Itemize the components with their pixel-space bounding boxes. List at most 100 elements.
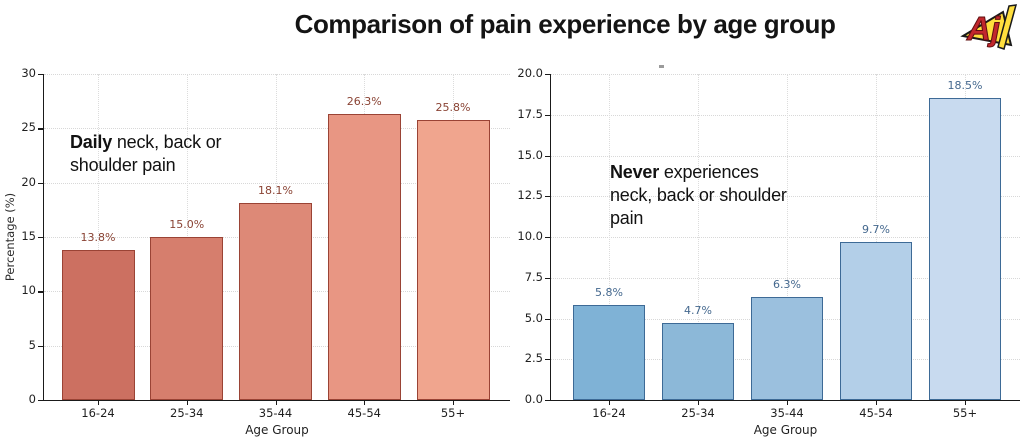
x-gridline [698,74,699,400]
y-tick-mark [545,359,551,361]
bar-value-label: 26.3% [346,95,382,109]
x-tick-label: 45-54 [347,406,381,420]
bar [327,114,401,400]
y-axis-spine [550,74,552,401]
bar-value-label: 13.8% [80,231,116,245]
y-gridline [44,128,510,130]
x-tick-mark [698,400,700,405]
bar-value-label: 15.0% [169,218,205,231]
y-tick-mark [38,237,44,239]
annotation-bold: Daily [70,132,113,152]
bar [61,250,135,400]
x-tick-mark [876,400,878,405]
aj-logo: Aj [960,4,1018,50]
y-axis-spine [43,74,45,401]
x-tick-mark [787,400,789,405]
y-tick-label: 5.0 [524,310,543,325]
x-axis-spine [550,400,1020,402]
annotation-text: neck, back or shoulder pain [70,132,222,176]
y-gridline [551,277,1020,279]
x-tick-mark [965,400,967,405]
y-tick-mark [38,345,44,347]
x-gridline [787,74,788,400]
x-tick-mark [275,400,277,405]
bar [662,323,734,400]
y-tick-label: 17.5 [517,106,543,121]
y-tick-label: 20.0 [517,66,543,80]
x-tick-label: 45-54 [859,406,893,420]
x-gridline [876,74,877,400]
stray-mark [659,65,664,68]
x-tick-mark [453,400,455,405]
bar [416,119,490,400]
y-tick-label: 25 [21,120,36,135]
y-gridline [44,74,510,75]
annotation: Daily neck, back or shoulder pain [70,131,248,177]
y-tick-mark [38,128,44,130]
y-gridline [551,114,1020,116]
x-tick-label: 55+ [952,406,978,420]
y-tick-label: 15.0 [517,147,543,162]
y-gridline [551,74,1020,75]
y-tick-mark [545,74,551,76]
bar-value-label: 6.3% [773,278,801,292]
bar [929,98,1001,400]
bar [840,241,912,400]
y-tick-label: 15 [21,229,36,243]
y-tick-mark [38,400,44,402]
bar-value-label: 9.7% [862,222,890,236]
x-tick-mark [186,400,188,405]
bar [239,203,312,400]
y-gridline [551,155,1020,157]
x-tick-label: 35-44 [258,406,293,420]
y-gridline [551,237,1020,238]
y-tick-label: 10 [21,283,36,298]
y-tick-mark [545,318,551,320]
bar [751,297,823,400]
x-axis-title: Age Group [753,423,818,437]
x-axis-title: Age Group [245,423,309,437]
bar-value-label: 18.5% [947,79,983,93]
x-tick-mark [98,400,100,405]
bar-value-label: 5.8% [595,286,623,300]
bar [573,305,645,400]
y-tick-mark [545,196,551,198]
bar-value-label: 4.7% [684,304,712,318]
x-tick-mark [364,400,366,405]
x-tick-label: 35-44 [770,406,804,420]
y-tick-mark [38,182,44,184]
x-gridline [98,74,99,400]
bar [150,237,224,400]
y-tick-mark [545,400,551,402]
y-tick-label: 0.0 [524,392,543,406]
bar-value-label: 25.8% [435,100,471,114]
chart-title: Comparison of pain experience by age gro… [294,9,836,39]
logo-text: Aj [966,10,1001,47]
y-tick-mark [545,277,551,279]
logo-slash [997,4,1018,50]
x-tick-label: 25-34 [170,406,204,420]
y-gridline [44,182,510,184]
bar-value-label: 18.1% [258,184,293,198]
annotation-text: experiences neck, back or shoulder pain [610,162,787,229]
annotation: Never experiences neck, back or shoulder… [610,161,802,230]
x-tick-label: 55+ [440,406,466,420]
y-tick-label: 12.5 [517,188,543,203]
x-gridline [609,74,610,400]
y-tick-label: 20 [21,174,36,189]
y-tick-label: 30 [21,66,36,80]
x-tick-mark [609,400,611,405]
x-tick-label: 16-24 [592,406,626,420]
x-tick-label: 16-24 [81,406,115,420]
y-gridline [551,196,1020,198]
x-axis-spine [43,400,510,402]
y-tick-label: 10.0 [517,229,543,243]
y-tick-mark [545,114,551,116]
y-tick-mark [38,74,44,76]
y-tick-mark [38,291,44,293]
y-tick-label: 7.5 [524,269,543,284]
y-tick-label: 5 [28,337,36,352]
